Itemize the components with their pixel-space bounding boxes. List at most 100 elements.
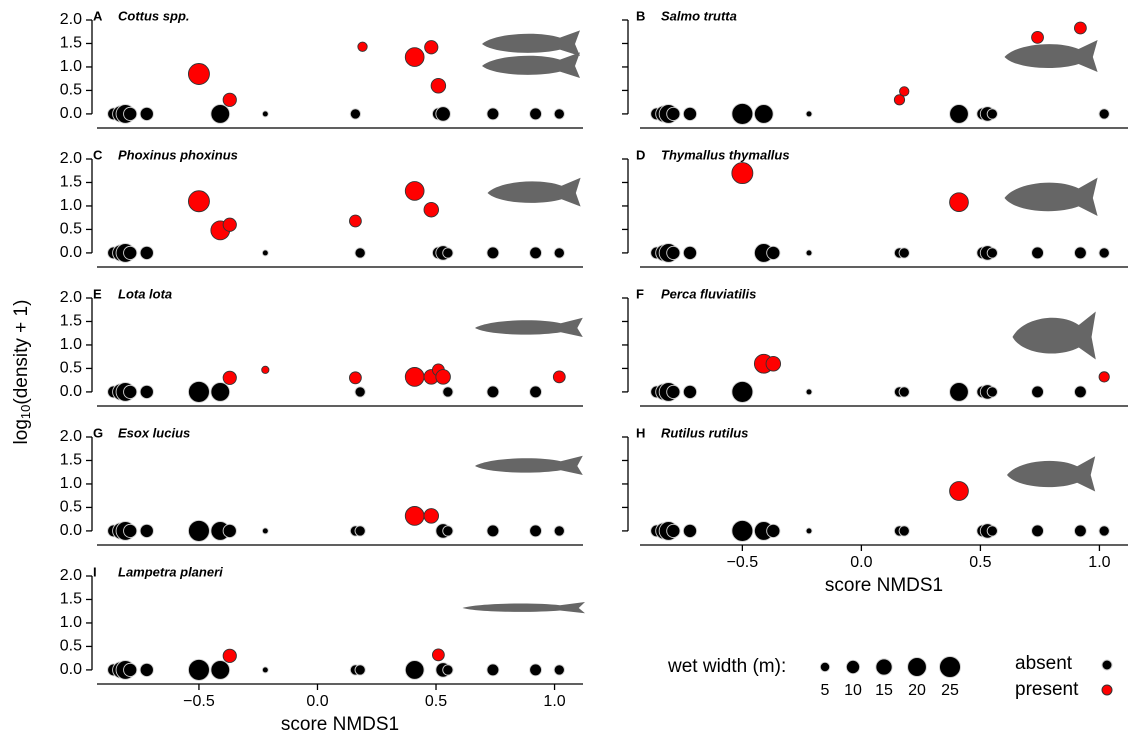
absent-point xyxy=(188,659,209,680)
present-point xyxy=(950,482,969,501)
absent-point xyxy=(262,111,268,117)
present-point xyxy=(349,215,361,227)
absent-point xyxy=(188,520,209,541)
x-tick-label: 0.0 xyxy=(306,693,328,710)
absent-point xyxy=(443,665,453,675)
absent-point xyxy=(806,389,812,395)
absent-point xyxy=(188,381,209,402)
absent-point xyxy=(350,109,360,119)
absent-point xyxy=(554,526,564,536)
absent-point xyxy=(487,386,499,398)
present-point xyxy=(358,42,367,51)
absent-point xyxy=(1099,526,1109,536)
absent-point xyxy=(124,663,137,676)
absent-point xyxy=(443,526,453,536)
absent-point xyxy=(732,103,753,124)
present-point xyxy=(405,367,424,386)
x-tick-label: −0.5 xyxy=(183,693,215,710)
absent-point xyxy=(443,248,453,258)
y-tick-label: 1.0 xyxy=(60,614,82,631)
absent-point xyxy=(667,246,680,259)
legend-absent: absent xyxy=(1015,653,1073,674)
panel-title: Perca fluviatilis xyxy=(661,286,756,301)
absent-point xyxy=(667,524,680,537)
panel-title: Cottus spp. xyxy=(118,8,190,23)
panel-title: Salmo trutta xyxy=(661,8,737,23)
absent-point xyxy=(806,111,812,117)
present-point xyxy=(1032,31,1044,43)
panel-label: F xyxy=(636,286,644,301)
legend-size-circle xyxy=(820,662,829,671)
present-point xyxy=(436,370,451,385)
fish-silhouette xyxy=(475,456,583,475)
absent-point xyxy=(899,526,909,536)
absent-point xyxy=(140,107,153,120)
absent-point xyxy=(899,387,909,397)
x-tick-label: 0.5 xyxy=(969,554,991,571)
present-point xyxy=(223,218,236,231)
absent-point xyxy=(1099,248,1109,258)
y-tick-label: 0.0 xyxy=(60,105,82,122)
present-point xyxy=(223,371,236,384)
absent-point xyxy=(1032,525,1044,537)
panel-title: Lampetra planeri xyxy=(118,564,223,579)
absent-point xyxy=(223,524,236,537)
absent-point xyxy=(554,248,564,258)
x-axis-label: score NMDS1 xyxy=(825,575,943,596)
absent-point xyxy=(987,387,997,397)
absent-point xyxy=(1032,247,1044,259)
legend-size-circle xyxy=(876,659,892,675)
x-tick-label: 1.0 xyxy=(1088,554,1110,571)
panel-title: Thymallus thymallus xyxy=(661,147,790,162)
y-tick-label: 1.5 xyxy=(60,452,82,469)
absent-point xyxy=(1032,386,1044,398)
y-tick-label: 1.5 xyxy=(60,174,82,191)
present-point xyxy=(424,202,439,217)
x-axis-label: score NMDS1 xyxy=(281,714,399,735)
y-tick-label: 2.0 xyxy=(60,11,82,28)
absent-point xyxy=(262,667,268,673)
absent-point xyxy=(683,107,696,120)
absent-point xyxy=(732,520,753,541)
fish-silhouette xyxy=(482,52,580,78)
y-tick-label: 1.0 xyxy=(60,475,82,492)
absent-point xyxy=(140,385,153,398)
absent-point xyxy=(355,526,365,536)
y-axis-label: log10(density + 1) xyxy=(11,300,33,445)
present-point xyxy=(431,78,446,93)
absent-point xyxy=(530,386,542,398)
absent-point xyxy=(732,381,753,402)
present-point xyxy=(1074,22,1086,34)
fish-silhouette xyxy=(482,30,580,56)
absent-point xyxy=(487,664,499,676)
legend-size-label: 20 xyxy=(908,682,926,699)
absent-point xyxy=(140,524,153,537)
present-point xyxy=(223,93,236,106)
absent-point xyxy=(899,248,909,258)
panel-title: Rutilus rutilus xyxy=(661,425,748,440)
legend-size-circle xyxy=(908,658,927,677)
y-tick-label: 0.5 xyxy=(60,499,82,516)
y-tick-label: 1.5 xyxy=(60,591,82,608)
panel-label: D xyxy=(636,147,645,162)
panel-label: E xyxy=(93,286,102,301)
absent-point xyxy=(140,663,153,676)
absent-point xyxy=(262,528,268,534)
y-tick-label: 0.0 xyxy=(60,383,82,400)
present-point xyxy=(405,182,424,201)
y-label-rest: (density + 1) xyxy=(11,300,32,405)
absent-point xyxy=(683,246,696,259)
y-tick-label: 2.0 xyxy=(60,428,82,445)
absent-point xyxy=(806,528,812,534)
fish-silhouette xyxy=(1007,456,1095,491)
y-tick-label: 0.5 xyxy=(60,221,82,238)
absent-point xyxy=(487,108,499,120)
absent-point xyxy=(140,246,153,259)
present-point xyxy=(424,509,439,524)
x-tick-label: 1.0 xyxy=(543,693,565,710)
present-point xyxy=(950,193,969,212)
present-point xyxy=(188,64,209,85)
absent-point xyxy=(987,109,997,119)
fish-silhouette xyxy=(1005,178,1098,216)
absent-point xyxy=(211,661,230,680)
